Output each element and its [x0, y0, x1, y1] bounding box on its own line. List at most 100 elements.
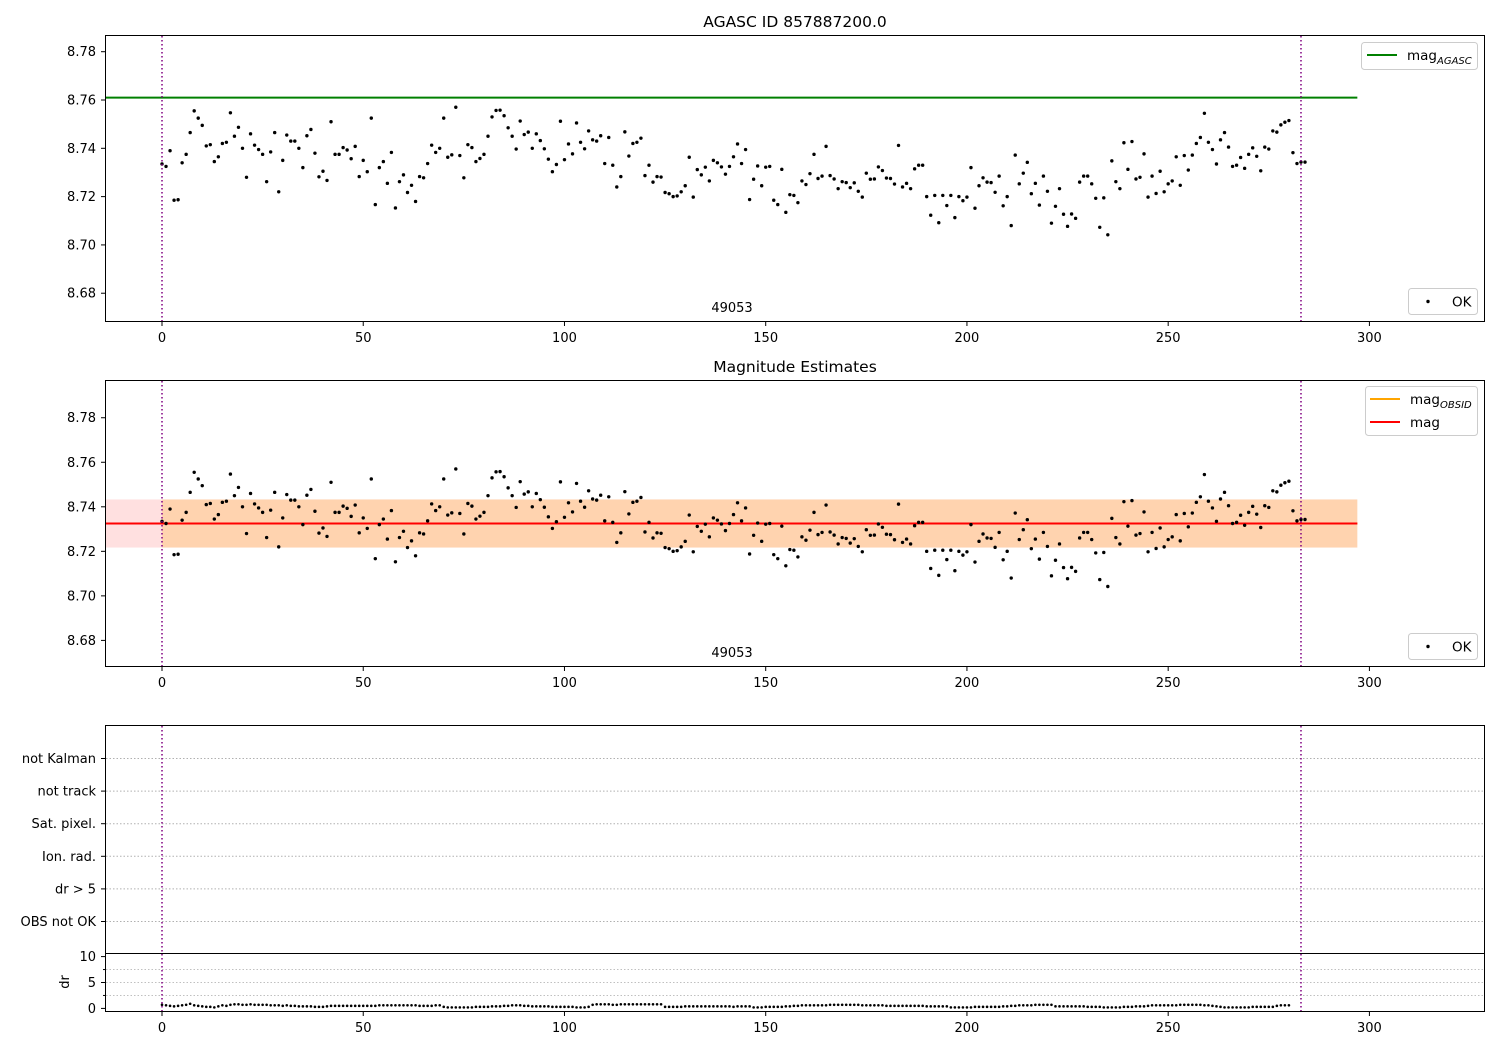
- agasc-data-point: [236, 125, 241, 129]
- mag-obsid-legend-label: magOBSID: [1410, 392, 1472, 411]
- agasc-data-point: [1178, 183, 1182, 187]
- dr-x-tick-label: 0: [158, 1021, 166, 1036]
- dr-data-point: [792, 1004, 796, 1008]
- dr-data-point: [913, 1004, 916, 1008]
- magnitude-data-point: [1134, 533, 1138, 537]
- agasc-x-tick-label: 150: [753, 331, 778, 346]
- agasc-data-point: [1005, 194, 1009, 199]
- magnitude-data-point: [615, 540, 619, 545]
- dr-data-point: [599, 1002, 602, 1006]
- agasc-data-point: [1259, 169, 1263, 173]
- agasc-data-point: [969, 165, 973, 170]
- dr-y-tick-label: 5: [88, 976, 96, 991]
- agasc-data-point: [635, 140, 639, 144]
- magnitude-data-point: [180, 518, 184, 522]
- agasc-data-point: [973, 206, 977, 210]
- agasc-data-point: [224, 140, 229, 144]
- agasc-data-point: [840, 179, 844, 184]
- dr-data-point: [655, 1002, 659, 1006]
- dr-data-point: [1026, 1004, 1029, 1007]
- dr-data-point: [249, 1002, 252, 1006]
- dr-data-point: [506, 1004, 510, 1008]
- agasc-data-point: [365, 170, 369, 174]
- dr-data-point: [526, 1004, 530, 1008]
- agasc-data-point: [1279, 123, 1283, 127]
- agasc-data-point: [1186, 168, 1190, 172]
- magnitude-data-point: [1279, 483, 1283, 487]
- dr-data-point: [591, 1003, 594, 1007]
- magnitude-data-point: [969, 522, 973, 527]
- magnitude-data-point: [289, 498, 293, 502]
- magnitude-data-point: [1009, 576, 1013, 580]
- dr-data-point: [1203, 1004, 1206, 1007]
- agasc-data-point: [780, 167, 784, 172]
- agasc-data-point: [558, 119, 563, 123]
- magnitude-data-point: [651, 536, 655, 540]
- agasc-data-point: [1214, 162, 1219, 166]
- agasc-y-tick-label: 8.78: [67, 45, 96, 60]
- dr-data-point: [663, 1005, 667, 1009]
- agasc-data-point: [389, 150, 394, 155]
- magnitude-ok-legend-label: OK: [1452, 640, 1473, 656]
- dr-data-point: [237, 1002, 240, 1006]
- agasc-data-point: [429, 143, 434, 147]
- dr-data-point: [530, 1005, 534, 1008]
- magnitude-data-point: [933, 548, 937, 552]
- dr-data-point: [434, 1004, 437, 1007]
- dr-data-point: [728, 1005, 731, 1008]
- magnitude-data-point: [486, 493, 490, 498]
- agasc-data-point: [317, 175, 321, 179]
- dr-data-point: [289, 1004, 293, 1008]
- magnitude-data-point: [824, 503, 828, 507]
- dr-data-point: [800, 1004, 804, 1007]
- agasc-data-point: [442, 116, 446, 120]
- dr-data-point: [929, 1005, 933, 1008]
- magnitude-data-point: [607, 495, 611, 499]
- agasc-data-point: [1275, 130, 1279, 134]
- agasc-data-point: [256, 147, 261, 152]
- magnitude-data-point: [768, 521, 772, 526]
- agasc-data-point: [393, 206, 398, 210]
- magnitude-data-point: [872, 533, 877, 537]
- agasc-data-point: [1025, 160, 1030, 165]
- agasc-data-point: [892, 182, 897, 186]
- agasc-data-point: [715, 161, 720, 165]
- dr-data-point: [1001, 1005, 1005, 1008]
- agasc-data-point: [832, 177, 836, 181]
- magnitude-data-point: [1118, 542, 1122, 546]
- dr-data-point: [1251, 1005, 1254, 1009]
- dr-data-point: [297, 1005, 301, 1008]
- dr-data-point: [997, 1005, 1001, 1009]
- dr-data-point: [1021, 1004, 1025, 1007]
- dr-data-point: [1162, 1004, 1166, 1007]
- agasc-data-point: [578, 140, 583, 144]
- magnitude-data-point: [377, 522, 382, 527]
- magnitude-data-point: [401, 529, 406, 533]
- magnitude-data-point: [522, 492, 526, 496]
- dr-data-point: [675, 1005, 679, 1009]
- magnitude-y-tick-label: 8.70: [67, 589, 96, 604]
- magnitude-data-point: [1246, 510, 1251, 515]
- magnitude-data-point: [965, 550, 969, 554]
- agasc-data-point: [1106, 233, 1110, 237]
- agasc-data-point: [804, 182, 808, 187]
- dr-data-point: [337, 1004, 341, 1008]
- dr-data-point: [1154, 1004, 1158, 1007]
- dr-data-point: [917, 1004, 920, 1008]
- agasc-data-point: [981, 176, 985, 180]
- agasc-data-point: [1118, 186, 1122, 191]
- magnitude-data-point: [397, 535, 402, 540]
- agasc-data-point: [566, 142, 571, 146]
- mag-obsid-legend-label-sub: OBSID: [1440, 400, 1472, 411]
- dr-data-point: [450, 1006, 454, 1009]
- magnitude-data-point: [1222, 490, 1227, 495]
- dr-data-point: [502, 1004, 506, 1008]
- dr-data-point: [1174, 1004, 1178, 1007]
- magnitude-data-point: [1057, 542, 1062, 546]
- dr-data-point: [933, 1005, 937, 1008]
- magnitude-data-point: [470, 504, 474, 508]
- dr-data-point: [583, 1006, 586, 1009]
- agasc-data-point: [337, 152, 341, 157]
- magnitude-data-point: [1182, 511, 1186, 516]
- agasc-data-point: [659, 175, 663, 179]
